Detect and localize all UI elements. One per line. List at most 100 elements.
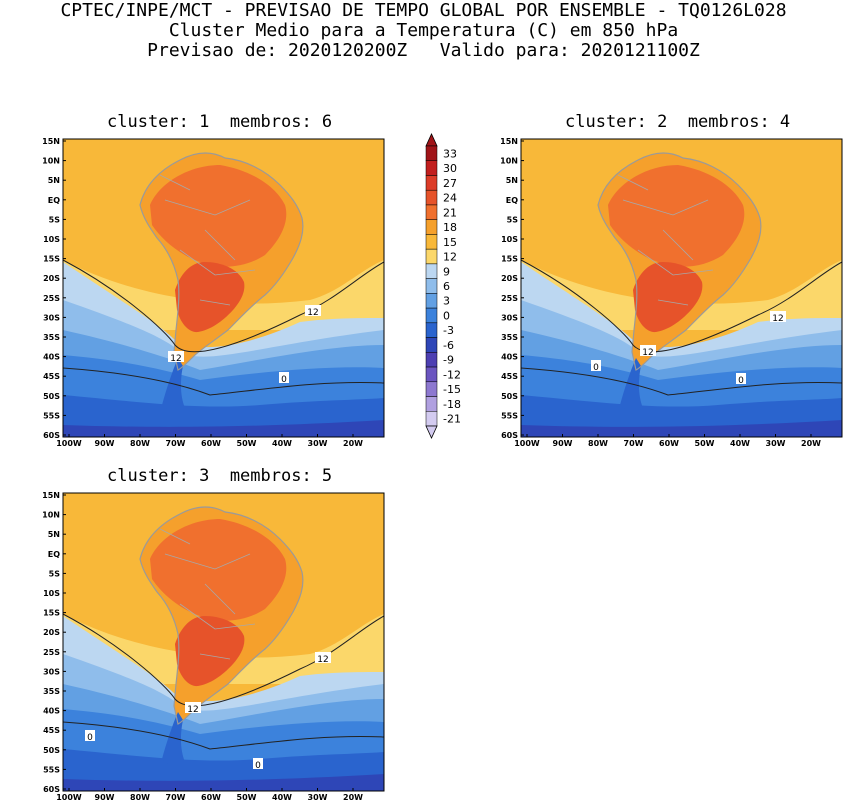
contour-label: 0 bbox=[738, 376, 744, 386]
colorbar-swatch bbox=[425, 145, 438, 161]
lat-tick-label: 55S bbox=[501, 411, 518, 420]
panel-3-field bbox=[63, 493, 384, 791]
colorbar-swatch bbox=[425, 396, 438, 412]
band-12-15 bbox=[63, 260, 384, 330]
contour-label: 12 bbox=[187, 705, 198, 715]
lat-tick-label: EQ bbox=[48, 196, 60, 205]
lat-tick-label: 60S bbox=[43, 431, 60, 440]
contour-label-box bbox=[770, 311, 786, 322]
colorbar-swatch bbox=[425, 278, 438, 294]
contour-0 bbox=[521, 367, 842, 396]
contour-label-box bbox=[315, 652, 331, 663]
lat-tick-label: 50S bbox=[501, 392, 518, 401]
lat-tick-label: 35S bbox=[501, 333, 518, 342]
contour-label: 12 bbox=[307, 308, 318, 318]
colorbar-swatch bbox=[425, 322, 438, 338]
lon-tick-label: 80W bbox=[588, 439, 608, 448]
lon-tick-label: 100W bbox=[56, 793, 82, 802]
lat-tick-label: 30S bbox=[43, 667, 60, 676]
lon-tick-label: 50W bbox=[237, 793, 257, 802]
map-title-line-1: CPTEC/INPE/MCT - PREVISAO DE TEMPO GLOBA… bbox=[60, 0, 787, 21]
lon-tick-label: 70W bbox=[166, 439, 186, 448]
colorbar-swatch bbox=[425, 175, 438, 191]
colorbar-label: 18 bbox=[443, 221, 457, 234]
lat-tick-label: 25S bbox=[43, 648, 60, 657]
lat-tick-label: 40S bbox=[43, 353, 60, 362]
contour-12 bbox=[521, 259, 842, 353]
panel-2-title: cluster: 2 membros: 4 bbox=[565, 112, 791, 132]
lon-tick-label: 100W bbox=[56, 439, 82, 448]
country-borders bbox=[617, 174, 714, 306]
colorbar-label: 9 bbox=[443, 265, 450, 278]
colorbar-label: 3 bbox=[443, 295, 450, 308]
map-title-line-2: Cluster Medio para a Temperatura (C) em … bbox=[168, 20, 679, 41]
amazon-warm-core bbox=[150, 519, 287, 621]
colorbar-label: -12 bbox=[443, 368, 461, 381]
lat-tick-label: 20S bbox=[43, 628, 60, 637]
colorbar-label: -15 bbox=[443, 383, 461, 396]
contour-label: 12 bbox=[317, 655, 328, 665]
colorbar-label: -21 bbox=[443, 413, 461, 426]
lon-tick-label: 90W bbox=[95, 439, 115, 448]
country-borders bbox=[159, 174, 256, 306]
lat-tick-label: 10S bbox=[43, 235, 60, 244]
map-frame bbox=[62, 138, 385, 438]
lat-tick-label: 55S bbox=[43, 765, 60, 774]
contour-0 bbox=[63, 721, 384, 750]
map-frame bbox=[520, 138, 843, 438]
lon-tick-label: 90W bbox=[553, 439, 573, 448]
contour-label-box bbox=[591, 360, 601, 371]
colorbar-swatch bbox=[425, 204, 438, 220]
colorbar-label: 24 bbox=[443, 192, 457, 205]
map-frame bbox=[62, 492, 385, 792]
colorbar-top-arrow bbox=[425, 133, 438, 147]
lat-tick-label: 5S bbox=[507, 215, 519, 224]
contour-0 bbox=[63, 367, 384, 396]
lat-tick-label: 10N bbox=[42, 511, 60, 520]
lat-tick-label: EQ bbox=[506, 196, 518, 205]
map-panel-1 bbox=[62, 138, 385, 438]
colorbar-swatch bbox=[425, 352, 438, 368]
lon-tick-label: 30W bbox=[308, 793, 328, 802]
lat-tick-label: 45S bbox=[43, 726, 60, 735]
lat-tick-label: 60S bbox=[43, 785, 60, 794]
lon-tick-label: 30W bbox=[766, 439, 786, 448]
contour-label: 12 bbox=[170, 354, 181, 364]
contour-12 bbox=[63, 259, 384, 353]
contour-label: 0 bbox=[255, 761, 261, 771]
contour-label-box bbox=[279, 372, 289, 383]
lat-tick-label: 5N bbox=[506, 176, 518, 185]
contour-label-box bbox=[168, 351, 184, 362]
panel-1-field bbox=[63, 139, 384, 437]
lon-tick-label: 60W bbox=[201, 439, 221, 448]
colorbar-swatch bbox=[425, 293, 438, 309]
lat-tick-label: 35S bbox=[43, 333, 60, 342]
lat-tick-label: 40S bbox=[501, 353, 518, 362]
amazon-warm-core bbox=[608, 165, 745, 267]
lon-tick-label: 60W bbox=[659, 439, 679, 448]
lat-tick-label: 5S bbox=[49, 215, 61, 224]
lon-tick-label: 20W bbox=[343, 439, 363, 448]
band-12-15 bbox=[63, 614, 384, 684]
lon-tick-label: 50W bbox=[695, 439, 715, 448]
lat-tick-label: 20S bbox=[501, 274, 518, 283]
contour-label-box bbox=[185, 702, 201, 713]
lat-tick-label: 15N bbox=[42, 137, 60, 146]
contour-label-box bbox=[736, 373, 746, 384]
contour-label: 0 bbox=[281, 375, 287, 385]
lat-tick-label: 10S bbox=[43, 589, 60, 598]
colorbar-swatch bbox=[425, 337, 438, 353]
lon-tick-label: 70W bbox=[624, 439, 644, 448]
lat-tick-label: 25S bbox=[501, 294, 518, 303]
lat-tick-label: 30S bbox=[501, 313, 518, 322]
lat-tick-label: 15N bbox=[500, 137, 518, 146]
contour-12 bbox=[63, 613, 384, 707]
lat-tick-label: 40S bbox=[43, 707, 60, 716]
colorbar-label: 21 bbox=[443, 206, 457, 219]
band-12-15 bbox=[521, 260, 842, 330]
contour-label-box bbox=[85, 730, 95, 741]
country-borders bbox=[159, 528, 256, 660]
colorbar-label: -6 bbox=[443, 339, 454, 352]
map-panel-2 bbox=[520, 138, 843, 438]
contour-label-box bbox=[640, 345, 656, 356]
